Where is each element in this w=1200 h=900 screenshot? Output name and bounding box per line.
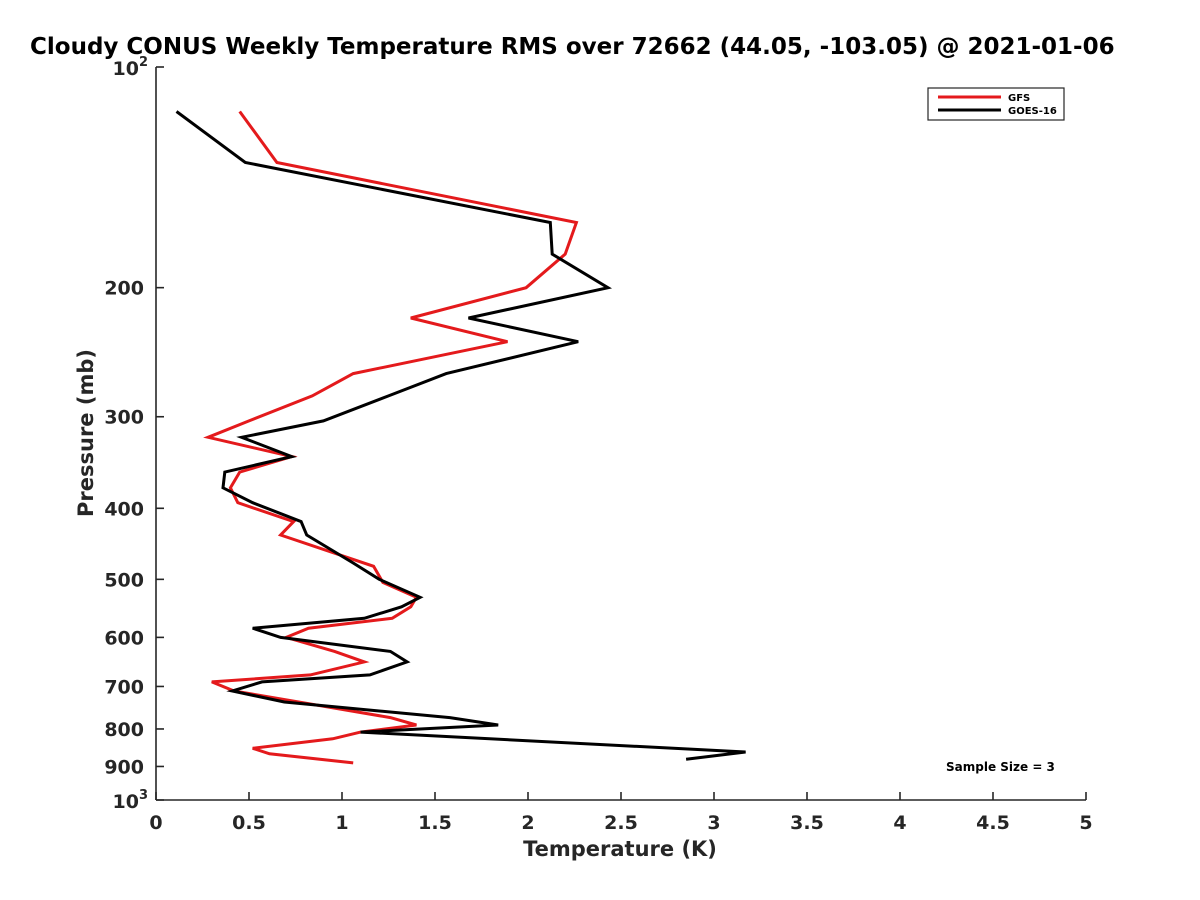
x-tick-label: 2 (521, 812, 534, 834)
x-tick-label: 4 (893, 812, 906, 834)
x-tick-label: 5 (1079, 812, 1092, 834)
sample-size-annotation: Sample Size = 3 (946, 760, 1055, 774)
chart-title: Cloudy CONUS Weekly Temperature RMS over… (30, 34, 1115, 60)
y-tick-label: 700 (104, 676, 144, 698)
legend-box (927, 87, 1065, 121)
y-tick-label: 500 (104, 569, 144, 591)
y-tick-label: 300 (104, 407, 144, 429)
y-tick-label: 103 (113, 788, 149, 813)
x-tick-label: 4.5 (976, 812, 1010, 834)
y-tick-label: 200 (104, 278, 144, 300)
series-line-gfs (203, 110, 579, 765)
plot-area: 0 0.5 1 1.5 2 2.5 3 3.5 4 4.5 5 102 200 300 400 500 600 7… (104, 55, 1092, 834)
y-tick-label: 400 (104, 498, 144, 520)
legend: GFS GOES-16 (927, 87, 1065, 121)
x-tick-label: 2.5 (604, 812, 638, 834)
x-tick-label: 3 (707, 812, 720, 834)
x-tick-label: 0.5 (232, 812, 266, 834)
series-line-goes-16 (175, 110, 746, 761)
y-tick-label: 900 (104, 756, 144, 778)
y-tick-label: 800 (104, 719, 144, 741)
legend-label: GFS (1008, 93, 1030, 104)
x-tick-label: 3.5 (790, 812, 824, 834)
x-tick-label: 0 (149, 812, 162, 834)
x-tick-label: 1.5 (418, 812, 452, 834)
legend-label: GOES-16 (1008, 106, 1057, 117)
y-tick-label: 102 (113, 55, 149, 80)
y-tick-label: 600 (104, 627, 144, 649)
x-tick-label: 1 (335, 812, 348, 834)
x-axis-label: Temperature (K) (523, 837, 717, 861)
y-axis-label: Pressure (mb) (74, 349, 98, 517)
